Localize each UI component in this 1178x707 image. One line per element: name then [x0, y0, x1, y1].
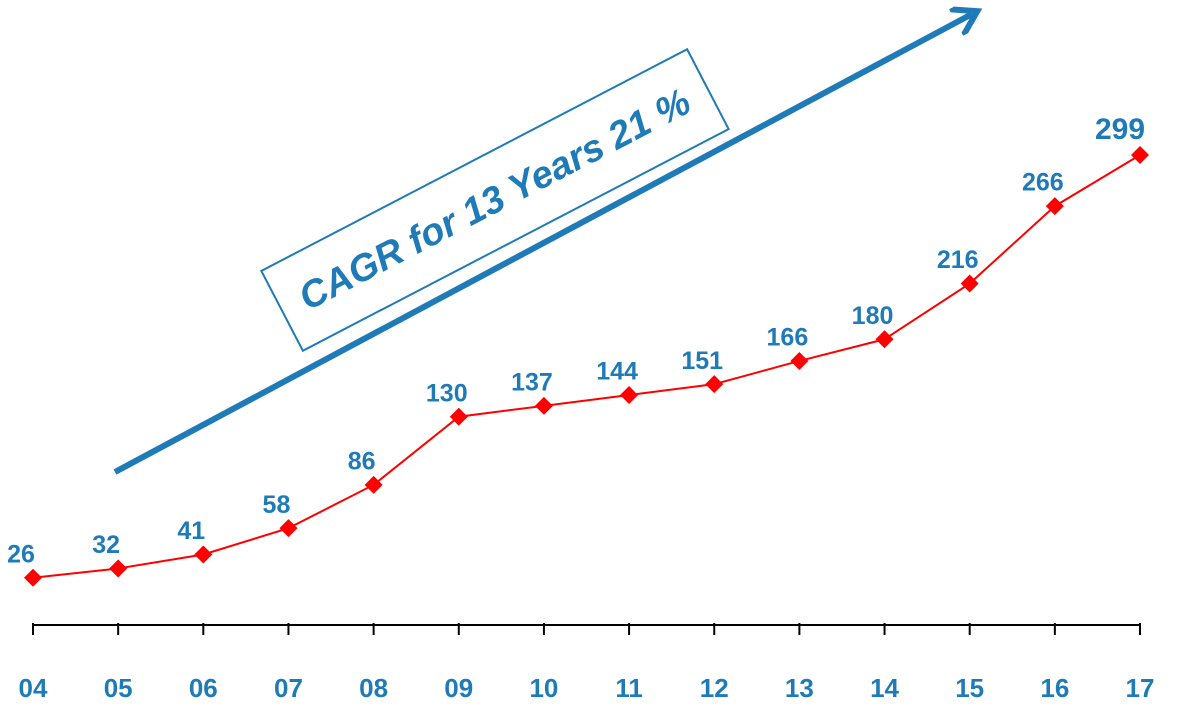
x-tick-label: 16 — [1040, 673, 1069, 703]
point — [364, 475, 383, 494]
data-label: 32 — [92, 531, 120, 559]
data-label: 58 — [263, 491, 291, 519]
x-tick-label: 10 — [529, 673, 558, 703]
x-tick-label: 15 — [955, 673, 984, 703]
point — [875, 330, 894, 349]
point — [534, 396, 553, 415]
x-tick-label: 12 — [700, 673, 729, 703]
line — [32, 154, 1141, 579]
x-tick-label: 05 — [104, 673, 133, 703]
x-tick-label: 06 — [189, 673, 218, 703]
point — [194, 545, 213, 564]
point — [279, 519, 298, 538]
data-label: 180 — [852, 302, 894, 330]
point — [1045, 197, 1064, 216]
data-label: 86 — [348, 447, 376, 475]
x-tick-label: 08 — [359, 673, 388, 703]
point — [620, 386, 639, 405]
x-tick-label: 13 — [785, 673, 814, 703]
data-label: 166 — [767, 324, 809, 352]
annotation: CAGR for 13 Years 21 % — [292, 81, 697, 319]
data-label: 299 — [1095, 113, 1145, 146]
data-label: 144 — [596, 358, 638, 386]
x-tick-label: 09 — [444, 673, 473, 703]
data-label: 41 — [177, 517, 205, 545]
point — [960, 274, 979, 293]
point — [109, 559, 128, 578]
data-label: 216 — [937, 246, 979, 274]
data-label: 137 — [511, 368, 553, 396]
trend-arrow — [113, 14, 972, 475]
x-tick-label: 11 — [615, 673, 643, 703]
point — [24, 568, 42, 587]
x-tick-label: 14 — [870, 673, 899, 703]
data-label: 266 — [1022, 169, 1064, 197]
data-label: 26 — [7, 540, 35, 568]
x-tick-label: 04 — [19, 673, 48, 703]
x-tick-label: 07 — [274, 673, 303, 703]
point — [790, 351, 809, 370]
point — [705, 375, 724, 394]
point — [1131, 146, 1149, 164]
data-label: 130 — [426, 379, 468, 407]
point — [449, 407, 468, 426]
annotation-frame — [259, 47, 731, 353]
annotation-box: CAGR for 13 Years 21 % — [259, 47, 731, 353]
data-label: 151 — [681, 347, 723, 375]
x-tick-label: 17 — [1126, 673, 1155, 703]
